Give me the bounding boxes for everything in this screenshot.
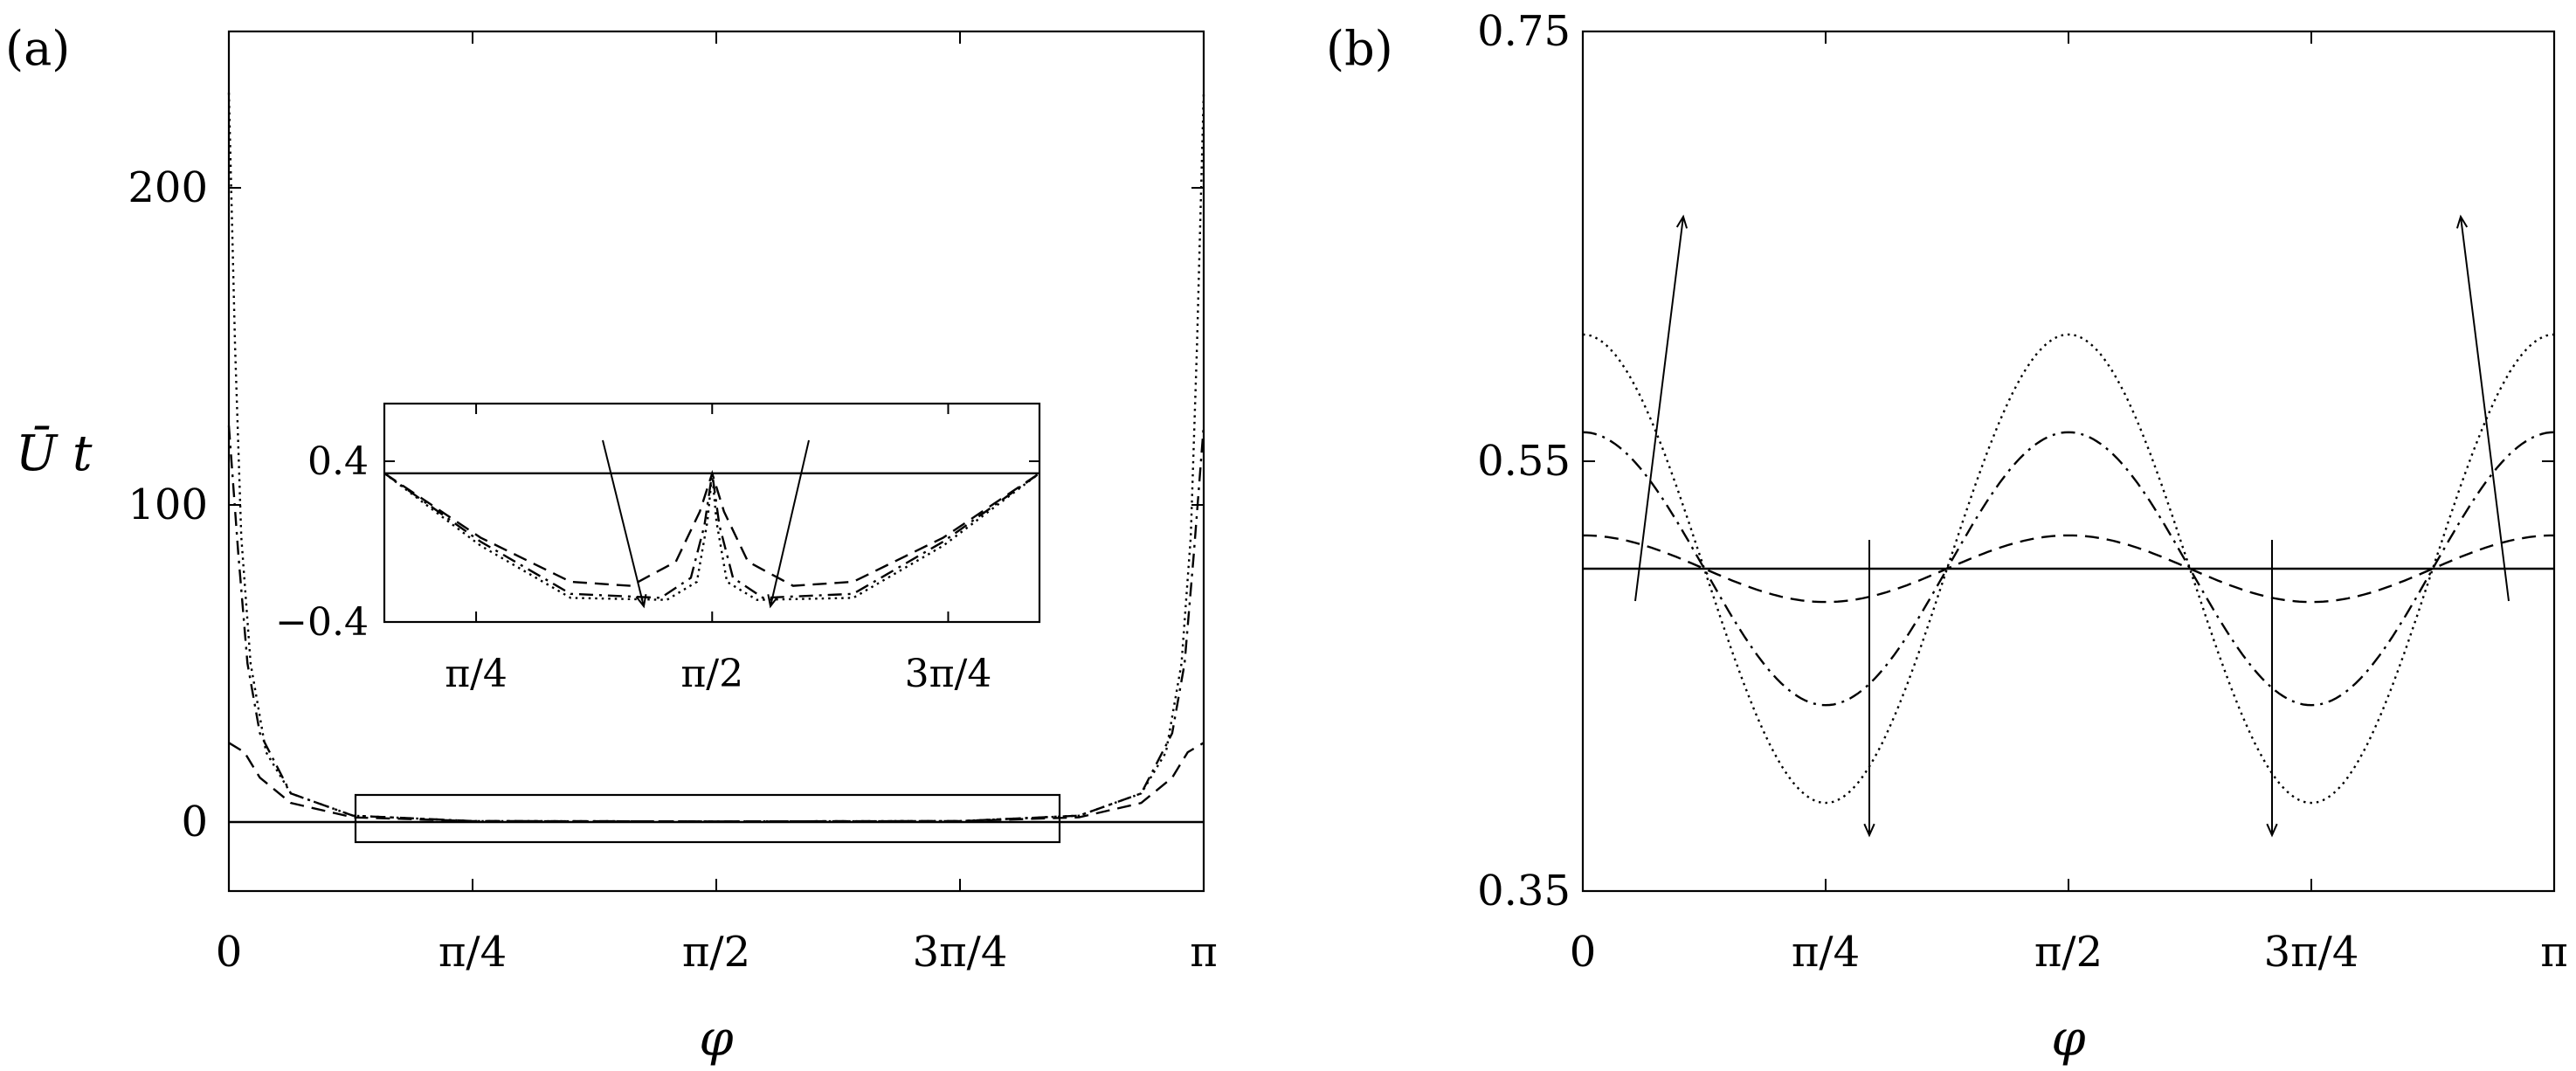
inset-series-dotted <box>383 472 1040 601</box>
inset-background <box>384 404 1039 622</box>
panel-b-x-tick-label: 0 <box>1570 928 1597 977</box>
panel-b-arrow-up-right <box>2455 214 2510 602</box>
panel-b-curves <box>1582 333 2555 805</box>
panel-b-arrow-up-left <box>1634 214 1689 602</box>
panel-b-x-tick-label: π/4 <box>1792 928 1860 977</box>
panel-b-y-tick-label: 0.75 <box>1477 7 1571 56</box>
panel-a-ticks: 0 π/4 π/2 3π/4 π 0 100 200 <box>128 31 1218 977</box>
panel-a-x-axis-label: φ <box>699 1011 733 1068</box>
panel-b-arrows <box>1634 214 2510 838</box>
inset-arrows <box>602 439 810 609</box>
inset: π/4 π/2 3π/4 −0.4 0.4 <box>275 402 1041 696</box>
inset-series-dashdot <box>383 472 1040 599</box>
panel-b-x-tick-label: π/2 <box>2034 928 2103 977</box>
panel-b-y-tick-label: 0.55 <box>1477 437 1571 486</box>
panel-b-x-axis-label: φ <box>2051 1011 2085 1068</box>
inset-x-tick-label: π/2 <box>680 652 743 696</box>
panel-b-x-tick-label: π <box>2540 928 2568 977</box>
panel-a-y-tick-label: 0 <box>181 798 208 846</box>
panel-a-x-tick-label: 0 <box>216 928 243 977</box>
inset-arrow-left <box>602 439 647 609</box>
panel-b-series-dotted <box>1582 333 2555 805</box>
panel-a: (a) 0 π/4 π/2 3π/4 π 0 100 200 Ū t φ π/4 π/2 3π/4… <box>5 21 1218 1068</box>
panel-a-x-tick-label: π/4 <box>439 928 507 977</box>
panel-b-series-dashdot <box>1582 431 2555 707</box>
inset-y-tick-label: 0.4 <box>307 439 369 484</box>
panel-a-y-tick-label: 100 <box>128 480 208 529</box>
panel-a-series-dashed <box>228 742 1205 823</box>
panel-b-series-dashed <box>1583 534 2554 604</box>
inset-ticks: π/4 π/2 3π/4 −0.4 0.4 <box>275 404 1039 696</box>
panel-b-x-tick-label: 3π/4 <box>2264 928 2359 977</box>
panel-a-y-tick-label: 200 <box>128 163 208 212</box>
inset-arrow-right <box>767 439 810 609</box>
panel-a-x-tick-label: π/2 <box>682 928 750 977</box>
panel-a-curves <box>227 93 1205 824</box>
panel-a-x-tick-label: π <box>1190 928 1218 977</box>
panel-a-x-tick-label: 3π/4 <box>913 928 1008 977</box>
inset-x-tick-label: 3π/4 <box>905 652 992 696</box>
inset-y-tick-label: −0.4 <box>275 600 369 645</box>
panel-b-label: (b) <box>1326 21 1393 76</box>
panel-b-ticks: 0 π/4 π/2 3π/4 π 0.35 0.55 0.75 <box>1477 7 2568 977</box>
panel-a-y-axis-label: Ū t <box>16 425 93 482</box>
inset-x-tick-label: π/4 <box>445 652 508 696</box>
inset-curves <box>383 469 1040 601</box>
panel-b-y-tick-label: 0.35 <box>1477 867 1571 916</box>
panel-b-arrow-down-right <box>2266 540 2278 838</box>
panel-b-frame <box>1581 30 2556 893</box>
zoom-region-box <box>354 793 1061 844</box>
panel-a-label: (a) <box>5 21 70 76</box>
panel-b-arrow-down-left <box>1863 540 1875 838</box>
panel-b: (b) 0 π/4 π/2 3π/4 π 0.35 0.55 0.75 φ <box>1326 7 2568 1068</box>
panel-a-series-dashdot <box>227 425 1205 823</box>
